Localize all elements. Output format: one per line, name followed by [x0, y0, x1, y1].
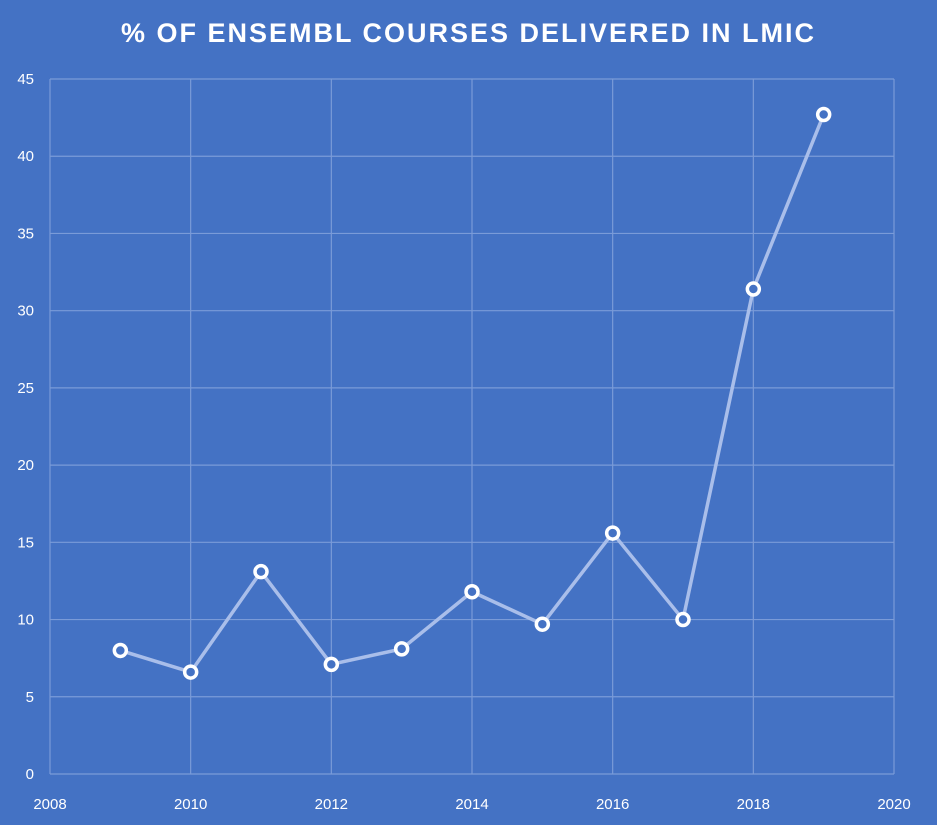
chart-title: % OF ENSEMBL COURSES DELIVERED IN LMIC [120, 18, 817, 48]
y-tick-label: 35 [17, 225, 34, 242]
data-point [534, 616, 551, 632]
series [112, 106, 832, 680]
data-point [393, 641, 410, 657]
data-point [112, 642, 129, 659]
x-tick-label: 2008 [33, 796, 66, 813]
data-point [253, 563, 269, 580]
data-point [745, 281, 762, 297]
y-axis-ticks: 0 5 10 15 20 25 30 35 40 45 [17, 71, 34, 783]
y-tick-label: 15 [17, 534, 34, 551]
x-axis-ticks: 2008 2010 2012 2014 2016 2018 2020 [33, 796, 910, 813]
x-tick-label: 2016 [596, 796, 629, 813]
data-point [182, 664, 199, 680]
y-tick-label: 30 [17, 303, 34, 320]
data-point [675, 611, 691, 628]
y-tick-label: 5 [26, 689, 34, 706]
y-tick-label: 10 [17, 612, 34, 629]
y-tick-label: 40 [17, 148, 34, 165]
data-point [815, 106, 832, 123]
y-tick-label: 0 [26, 766, 34, 783]
data-point [604, 525, 621, 541]
x-tick-label: 2010 [174, 796, 207, 813]
x-tick-label: 2012 [315, 796, 348, 813]
y-tick-label: 25 [17, 380, 34, 397]
grid-lines [49, 78, 895, 775]
data-point [323, 656, 340, 673]
x-tick-label: 2018 [737, 796, 770, 813]
y-tick-label: 20 [17, 457, 34, 474]
x-tick-label: 2014 [455, 796, 488, 813]
x-tick-label: 2020 [877, 796, 910, 813]
data-point [464, 584, 480, 600]
y-tick-label: 45 [17, 71, 34, 88]
